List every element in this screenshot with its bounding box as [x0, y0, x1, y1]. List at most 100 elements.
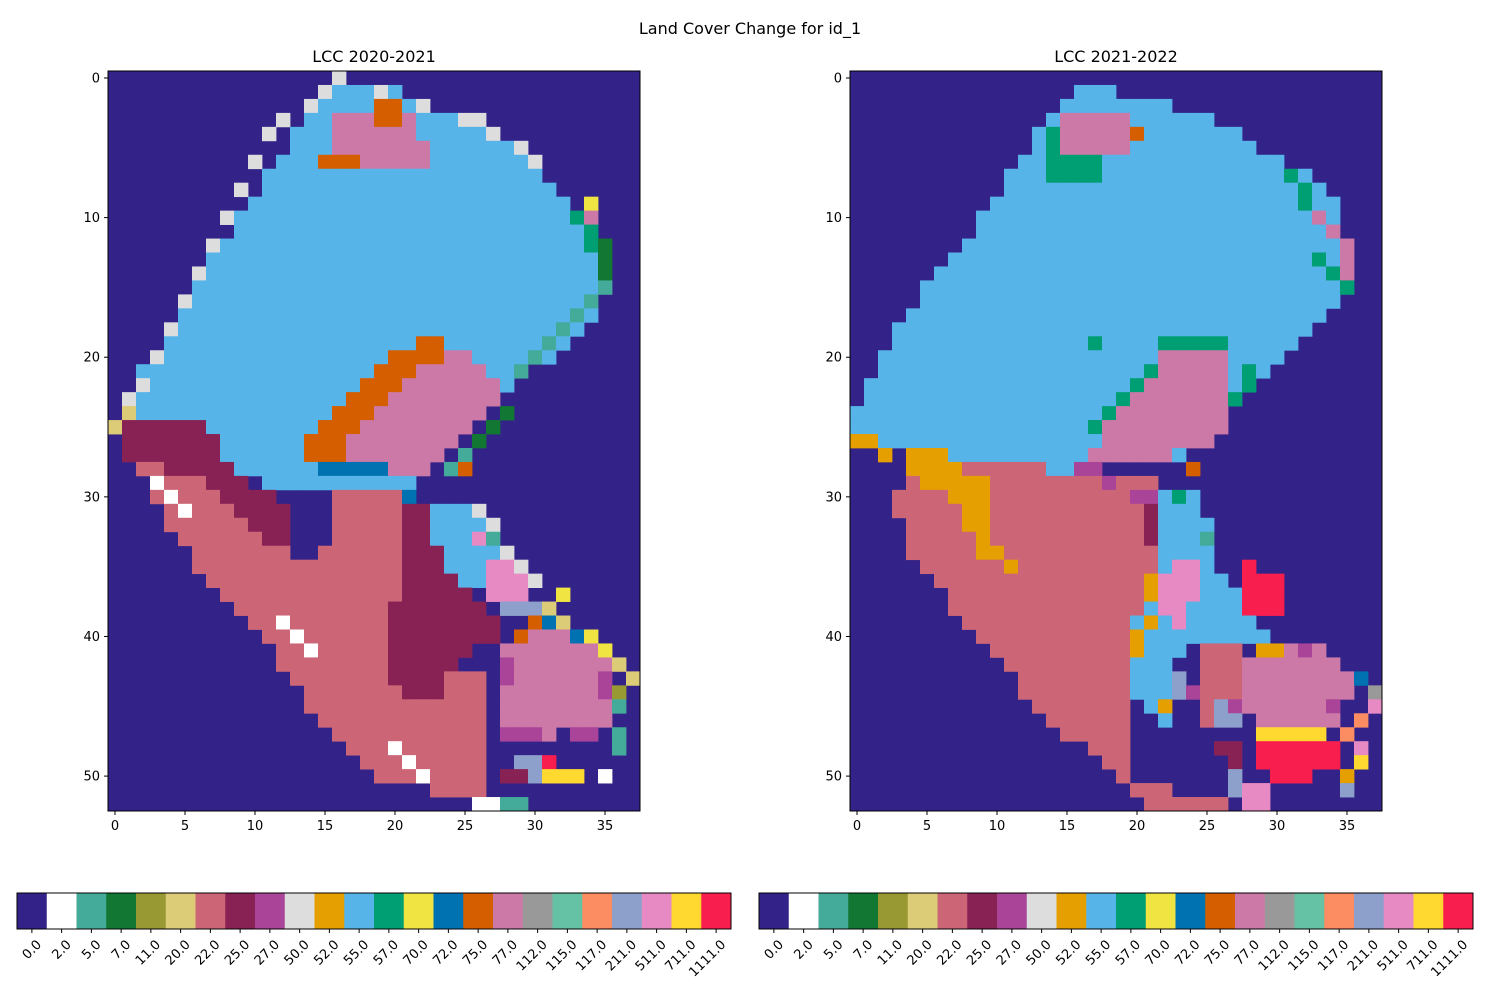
heatmap-cell: [1046, 350, 1061, 365]
heatmap-cell: [990, 294, 1005, 309]
heatmap-cell: [444, 364, 459, 379]
heatmap-cell: [164, 406, 179, 421]
heatmap-cell: [192, 322, 207, 337]
heatmap-cell: [1228, 713, 1243, 728]
heatmap-cell: [962, 447, 977, 463]
heatmap-cell: [430, 643, 445, 658]
heatmap-cell: [248, 503, 263, 519]
heatmap-cell: [1088, 685, 1103, 700]
heatmap-cell: [556, 336, 571, 351]
heatmap-cell: [1186, 489, 1201, 505]
heatmap-cell: [458, 447, 473, 463]
heatmap-cell: [1088, 517, 1103, 533]
heatmap-cell: [1032, 168, 1047, 184]
heatmap-cell: [1144, 797, 1159, 812]
heatmap-cell: [514, 322, 529, 337]
heatmap-cell: [486, 587, 501, 602]
heatmap-cell: [1228, 657, 1243, 672]
heatmap-cell: [1116, 168, 1131, 184]
heatmap-cell: [318, 126, 333, 142]
heatmap-cell: [990, 266, 1005, 281]
heatmap-cell: [234, 601, 249, 616]
heatmap-cell: [1172, 447, 1187, 463]
heatmap-cell: [430, 601, 445, 616]
heatmap-cell: [906, 461, 921, 477]
heatmap-cell: [990, 573, 1005, 588]
heatmap-cell: [1214, 336, 1229, 351]
heatmap-cell: [290, 406, 305, 421]
heatmap-cell: [206, 266, 221, 281]
heatmap-cell: [528, 727, 543, 742]
heatmap-cell: [1158, 378, 1173, 393]
heatmap-cell: [1144, 336, 1159, 351]
heatmap-cell: [416, 252, 431, 267]
heatmap-cell: [262, 224, 277, 239]
colorbar-swatch: [552, 893, 583, 929]
heatmap-cell: [556, 224, 571, 239]
heatmap-cell: [374, 741, 389, 756]
heatmap-cell: [1256, 364, 1271, 379]
heatmap-cell: [1074, 238, 1089, 253]
heatmap-cell: [920, 392, 935, 407]
heatmap-cell: [402, 685, 417, 700]
heatmap-cell: [1298, 727, 1313, 742]
heatmap-cell: [962, 503, 977, 519]
colorbar-tick-label: 72.0: [1172, 937, 1203, 968]
heatmap-cell: [1256, 797, 1271, 812]
heatmap-cell: [164, 392, 179, 407]
heatmap-cell: [318, 713, 333, 728]
heatmap-cell: [542, 238, 557, 253]
heatmap-cell: [276, 587, 291, 602]
heatmap-cell: [1060, 517, 1075, 533]
heatmap-cell: [374, 489, 389, 505]
heatmap-cell: [1144, 545, 1159, 561]
heatmap-cell: [472, 336, 487, 351]
heatmap-cell: [500, 685, 515, 700]
heatmap-cell: [388, 420, 403, 435]
heatmap-cell: [1172, 266, 1187, 281]
heatmap-cell: [304, 224, 319, 239]
heatmap-cell: [1060, 98, 1075, 114]
heatmap-cell: [318, 685, 333, 700]
heatmap-cell: [1018, 573, 1033, 588]
heatmap-cell: [276, 643, 291, 658]
heatmap-cell: [206, 392, 221, 407]
heatmap-cell: [1186, 503, 1201, 519]
heatmap-cell: [1200, 238, 1215, 253]
heatmap-cell: [1018, 657, 1033, 672]
heatmap-cell: [584, 643, 599, 658]
heatmap-cell: [1200, 224, 1215, 239]
heatmap-cell: [1088, 140, 1103, 156]
heatmap-cell: [1074, 559, 1089, 575]
heatmap-cell: [346, 615, 361, 630]
heatmap-cell: [346, 84, 361, 100]
heatmap-cell: [360, 322, 375, 337]
heatmap-cell: [430, 224, 445, 239]
heatmap-cell: [976, 350, 991, 365]
heatmap-cell: [192, 489, 207, 505]
heatmap-cell: [1088, 671, 1103, 686]
heatmap-cell: [1242, 573, 1257, 588]
heatmap-cell: [444, 294, 459, 309]
heatmap-cell: [1242, 280, 1257, 295]
heatmap-cell: [528, 280, 543, 295]
heatmap-cell: [1088, 350, 1103, 365]
heatmap-cell: [1088, 238, 1103, 253]
heatmap-cell: [416, 545, 431, 561]
heatmap-cell: [220, 322, 235, 337]
heatmap-cell: [1200, 434, 1215, 449]
heatmap-cell: [486, 392, 501, 407]
heatmap-cell: [290, 475, 305, 491]
heatmap-cell: [1046, 406, 1061, 421]
heatmap-cell: [290, 601, 305, 616]
heatmap-cell: [1102, 392, 1117, 407]
heatmap-cell: [360, 378, 375, 393]
heatmap-cell: [1144, 615, 1159, 630]
heatmap-cell: [1172, 643, 1187, 658]
heatmap-cell: [136, 406, 151, 421]
heatmap-cell: [206, 475, 221, 491]
heatmap-cell: [192, 475, 207, 491]
heatmap-cell: [220, 350, 235, 365]
heatmap-cell: [1102, 322, 1117, 337]
heatmap-cell: [1214, 154, 1229, 170]
